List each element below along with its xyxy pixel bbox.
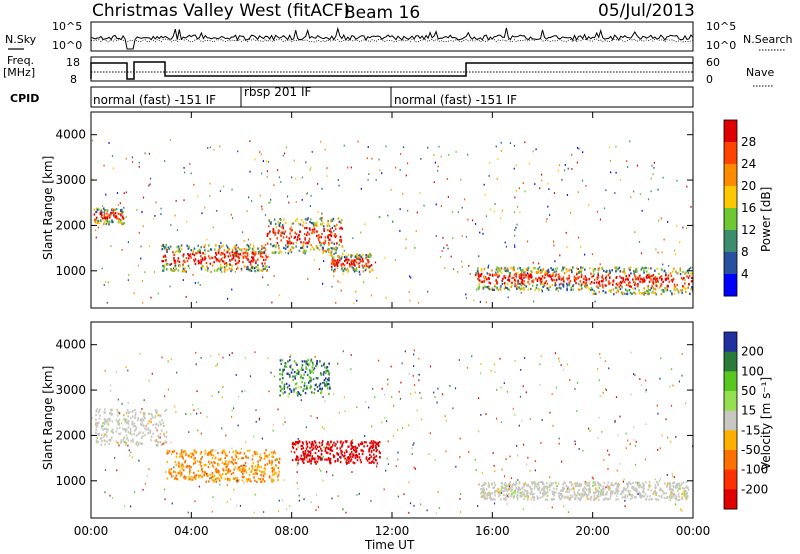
velocity-region-0 [94, 408, 168, 447]
cpid-segment-3: normal (fast) -151 IF [394, 93, 517, 107]
noise-panel: 10^5 10^0 10^5 10^0 [52, 20, 736, 52]
noise-tick-top-left: 10^5 [52, 20, 82, 33]
power-colorbar-swatch-3 [724, 186, 737, 209]
nave-tick-bottom-right: 0 [706, 73, 713, 86]
time-tick-4: 16:00 [475, 524, 510, 538]
power-colorbar-swatch-7 [724, 274, 737, 297]
velocity-colorbar-tick-4: -15 [741, 423, 761, 437]
nsearch-label: N.Search [743, 33, 793, 46]
power-colorbar-title: Power [dB] [759, 187, 773, 252]
velocity-colorbar-title: Velocity [m s⁻¹] [759, 377, 773, 470]
velocity-colorbar-tick-7: -200 [741, 482, 768, 496]
velocity-colorbar-tick-2: 50 [741, 384, 756, 398]
velocity-speckle [91, 349, 693, 515]
time-tick-6: 00:00 [676, 524, 711, 538]
time-tick-0: 00:00 [74, 524, 109, 538]
site-title: Christmas Valley West (fitACF) [92, 1, 350, 21]
power-y-tick-2: 3000 [55, 173, 86, 187]
power-region-0 [93, 207, 126, 226]
power-colorbar-tick-5: 8 [741, 245, 749, 259]
velocity-colorbar: 200 100 50 15 -15 -50 -100 -200 Velocity [m s⁻¹… [723, 331, 773, 510]
velocity-ylabel: Slant Range [km] [41, 366, 55, 470]
power-colorbar-tick-6: 4 [741, 267, 749, 281]
velocity-colorbar-swatch-8 [724, 489, 737, 510]
cpid-panel: normal (fast) -151 IF rbsp 201 IF normal… [90, 85, 694, 108]
frequency-trace [90, 61, 693, 80]
power-colorbar-tick-2: 20 [741, 179, 756, 193]
noise-tick-top-right: 10^5 [706, 20, 736, 33]
power-y-tick-1: 2000 [55, 218, 86, 232]
time-tick-2: 08:00 [274, 524, 309, 538]
velocity-y-tick-3: 4000 [55, 338, 86, 352]
velocity-colorbar-swatch-4 [724, 410, 737, 431]
power-colorbar-swatch-2 [724, 164, 737, 187]
velocity-y-tick-2: 3000 [55, 383, 86, 397]
cpid-segment-1: normal (fast) -151 IF [93, 93, 216, 107]
noise-search-trace [90, 38, 694, 43]
frequency-panel: 18 8 60 0 [66, 56, 720, 86]
power-colorbar-tick-1: 24 [741, 157, 756, 171]
velocity-colorbar-tick-0: 200 [741, 345, 764, 359]
velocity-colorbar-tick-1: 100 [741, 364, 764, 378]
noise-tick-bottom-left: 10^0 [52, 39, 82, 52]
power-speckle [91, 139, 693, 305]
velocity-region-4 [279, 358, 331, 397]
nsky-label: N.Sky [5, 33, 37, 46]
power-colorbar-swatch-0 [724, 120, 737, 143]
power-region-3 [329, 252, 374, 273]
date-label: 05/Jul/2013 [598, 1, 695, 21]
power-region-1 [161, 243, 268, 273]
freq-tick-bottom-left: 8 [70, 73, 77, 86]
power-colorbar: 28 24 20 16 12 8 4 Power [dB] [723, 119, 773, 297]
power-y-tick-3: 4000 [55, 128, 86, 142]
nave-tick-top-right: 60 [706, 56, 720, 69]
velocity-y-tick-1: 2000 [55, 428, 86, 442]
power-y-tick-0: 1000 [55, 264, 86, 278]
power-colorbar-tick-4: 12 [741, 223, 756, 237]
velocity-colorbar-swatch-3 [724, 391, 737, 412]
velocity-colorbar-tick-3: 15 [741, 404, 756, 418]
time-tick-1: 04:00 [174, 524, 209, 538]
power-colorbar-tick-3: 16 [741, 201, 756, 215]
freq-label-2: [MHz] [3, 66, 35, 79]
velocity-region-3 [480, 480, 690, 502]
freq-tick-top-left: 18 [66, 56, 80, 69]
power-colorbar-swatch-4 [724, 208, 737, 231]
power-region-5 [592, 266, 693, 296]
power-ylabel: Slant Range [km] [41, 156, 55, 260]
velocity-region-1 [166, 449, 281, 483]
velocity-colorbar-swatch-0 [724, 332, 737, 353]
freq-label-1: Freq. [7, 54, 34, 67]
power-colorbar-tick-0: 28 [741, 135, 756, 149]
power-colorbar-swatch-5 [724, 230, 737, 253]
velocity-colorbar-swatch-1 [724, 351, 737, 372]
nave-label: Nave [746, 66, 774, 79]
time-axis-label: Time UT [364, 538, 415, 552]
cpid-segment-2: rbsp 201 IF [244, 85, 311, 99]
velocity-y-tick-0: 1000 [55, 474, 86, 488]
velocity-colorbar-tick-5: -50 [741, 443, 761, 457]
velocity-colorbar-swatch-2 [724, 371, 737, 392]
power-colorbar-swatch-1 [724, 142, 737, 165]
noise-tick-bottom-right: 10^0 [706, 39, 736, 52]
cpid-label: CPID [10, 92, 39, 105]
power-region-2 [266, 216, 344, 255]
beam-label: Beam 16 [344, 3, 420, 23]
noise-sky-trace [91, 26, 694, 50]
time-tick-5: 20:00 [575, 524, 610, 538]
velocity-colorbar-swatch-5 [724, 430, 737, 451]
velocity-colorbar-swatch-6 [724, 450, 737, 471]
time-tick-3: 12:00 [375, 524, 410, 538]
power-colorbar-swatch-6 [724, 252, 737, 275]
velocity-colorbar-tick-6: -100 [741, 463, 768, 477]
velocity-colorbar-swatch-7 [724, 469, 737, 490]
velocity-region-2 [291, 440, 381, 465]
power-region-4 [474, 266, 595, 292]
